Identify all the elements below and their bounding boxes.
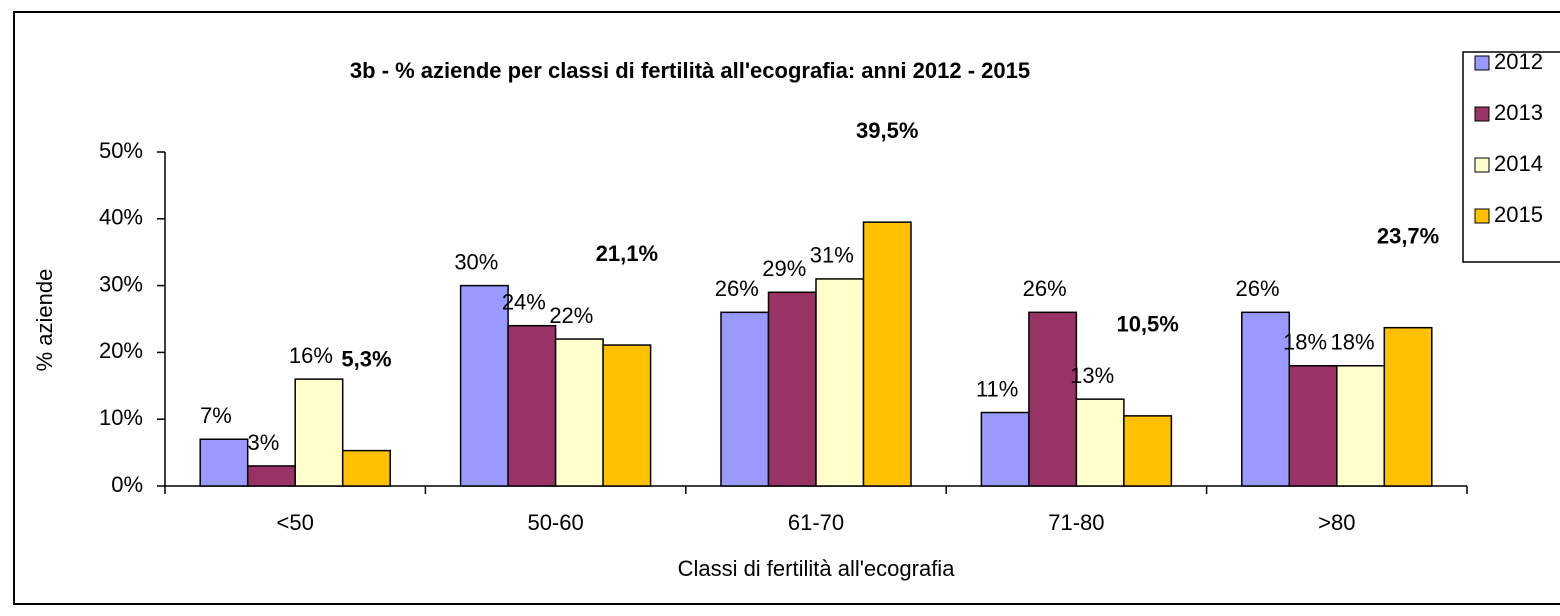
legend-label: 2015 (1494, 202, 1543, 227)
data-label: 23,7% (1377, 223, 1439, 248)
data-label: 18% (1331, 330, 1375, 355)
data-label: 3% (248, 430, 280, 455)
x-tick-label: 61-70 (788, 510, 844, 535)
data-label: 22% (549, 303, 593, 328)
data-label: 29% (762, 256, 806, 281)
bar (1241, 311, 1291, 487)
legend-swatch (1474, 157, 1490, 173)
bar (459, 284, 509, 487)
data-label: 13% (1070, 363, 1114, 388)
bar (815, 278, 865, 487)
bar (554, 338, 604, 487)
bar (1075, 398, 1125, 487)
y-tick-label: 10% (99, 405, 143, 430)
legend-swatch (1474, 106, 1490, 122)
y-tick-label: 50% (99, 138, 143, 163)
data-label: 7% (200, 403, 232, 428)
y-tick-label: 20% (99, 338, 143, 363)
bar (862, 221, 912, 487)
y-axis-label: % aziende (32, 269, 57, 372)
bar (767, 291, 817, 487)
data-label: 30% (454, 249, 498, 274)
chart-title: 3b - % aziende per classi di fertilità a… (350, 58, 1030, 83)
x-axis-label: Classi di fertilità all'ecografia (678, 556, 956, 581)
bar (1288, 365, 1338, 487)
x-tick-label: 71-80 (1048, 510, 1104, 535)
data-label: 39,5% (856, 118, 918, 143)
bar (720, 311, 770, 487)
data-label: 18% (1283, 330, 1327, 355)
data-label: 24% (502, 289, 546, 314)
bar (980, 411, 1030, 487)
bar (602, 344, 652, 487)
x-tick-label: >80 (1318, 510, 1355, 535)
bar (246, 465, 296, 487)
bar (1123, 415, 1173, 487)
data-label: 16% (289, 343, 333, 368)
data-label: 26% (715, 276, 759, 301)
data-label: 11% (976, 376, 1018, 401)
bar (294, 378, 344, 487)
legend-label: 2012 (1494, 49, 1543, 74)
legend-label: 2014 (1494, 151, 1543, 176)
x-tick-label: <50 (277, 510, 314, 535)
y-tick-label: 30% (99, 271, 143, 296)
legend-swatch (1474, 55, 1490, 71)
bar (1028, 311, 1078, 487)
bar (341, 449, 391, 487)
data-label: 26% (1236, 276, 1280, 301)
legend-label: 2013 (1494, 100, 1543, 125)
legend-box (1462, 51, 1560, 263)
data-label: 21,1% (596, 241, 658, 266)
bar (1383, 326, 1433, 487)
data-label: 31% (810, 243, 854, 268)
bar (1336, 365, 1386, 487)
legend-swatch (1474, 208, 1490, 224)
data-label: 10,5% (1116, 312, 1178, 337)
y-tick-label: 40% (99, 205, 143, 230)
bar (507, 324, 557, 487)
bar (199, 438, 249, 487)
y-tick-label: 0% (111, 472, 143, 497)
data-label: 5,3% (341, 346, 391, 371)
x-tick-label: 50-60 (527, 510, 583, 535)
data-label: 26% (1023, 276, 1067, 301)
